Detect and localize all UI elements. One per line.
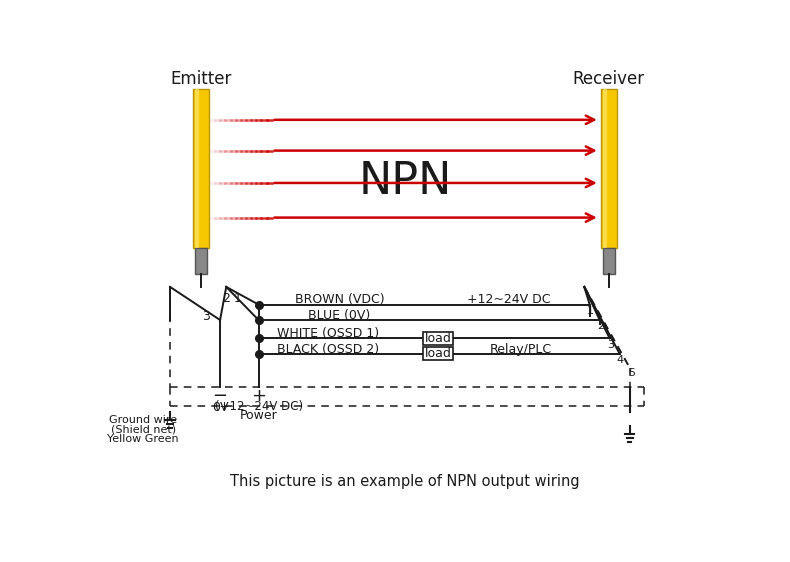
Text: −: − (213, 387, 228, 405)
Text: 1: 1 (234, 292, 242, 305)
Text: (Shield net): (Shield net) (111, 424, 175, 434)
Text: +12~24V DC: +12~24V DC (467, 293, 551, 306)
Text: 3: 3 (607, 339, 614, 350)
Text: (+12~24V DC): (+12~24V DC) (215, 400, 303, 413)
Text: 3: 3 (202, 310, 210, 323)
Bar (603, 248, 615, 274)
Text: Receiver: Receiver (573, 70, 645, 88)
Text: 5: 5 (628, 368, 634, 378)
Bar (194, 89, 198, 248)
Text: Ground wire: Ground wire (109, 415, 177, 425)
Text: 0V: 0V (212, 401, 228, 414)
Text: load: load (424, 347, 451, 360)
Text: Yellow Green: Yellow Green (107, 433, 179, 443)
Bar (423, 347, 453, 360)
Text: 2: 2 (597, 321, 604, 331)
Bar (423, 332, 453, 345)
Bar (603, 89, 607, 248)
Text: +: + (251, 387, 266, 405)
Text: BLUE (0V): BLUE (0V) (308, 309, 371, 322)
Text: Emitter: Emitter (170, 70, 231, 88)
Text: WHITE (OSSD 1): WHITE (OSSD 1) (276, 327, 379, 341)
Text: This picture is an example of NPN output wiring: This picture is an example of NPN output… (230, 474, 580, 489)
Text: 2: 2 (223, 292, 230, 305)
Text: NPN: NPN (358, 160, 452, 203)
Text: 1: 1 (587, 306, 594, 316)
Text: Relay/PLC: Relay/PLC (489, 343, 551, 356)
Text: BLACK (OSSD 2): BLACK (OSSD 2) (276, 343, 379, 356)
Text: load: load (424, 332, 451, 345)
Bar (601, 89, 617, 248)
Text: Power: Power (239, 409, 277, 422)
Text: BROWN (VDC): BROWN (VDC) (295, 293, 384, 306)
Text: 4: 4 (617, 355, 624, 365)
Bar (195, 248, 207, 274)
Bar (193, 89, 209, 248)
